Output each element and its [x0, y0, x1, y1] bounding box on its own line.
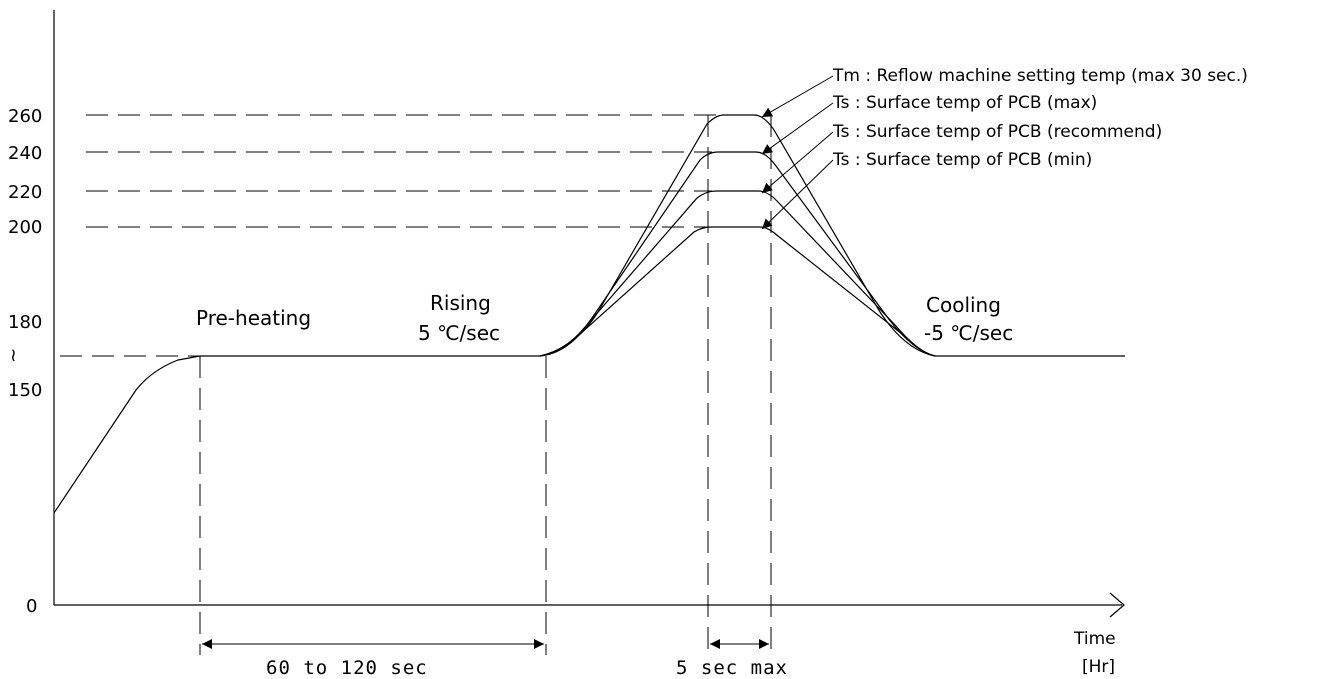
legend-tm: Tm : Reflow machine setting temp (max 30…: [832, 66, 1248, 86]
leader-line-ts-max: [761, 102, 834, 155]
y-tick-150: 150: [8, 380, 42, 401]
y-tick-0: 0: [26, 596, 37, 617]
legend-ts-recommend: Ts : Surface temp of PCB (recommend): [832, 122, 1162, 142]
profile-curve-240: [539, 151, 936, 357]
phase-preheat-label: Pre-heating: [196, 306, 311, 330]
legend-ts-max: Ts : Surface temp of PCB (max): [832, 93, 1097, 113]
x-axis-arrow: [1109, 592, 1125, 618]
leader-line-ts-recommend: [761, 131, 834, 194]
phase-rising-title: Rising: [430, 291, 491, 315]
leader-line-ts-min: [761, 159, 834, 230]
leader-line-tm: [761, 75, 834, 118]
profile-curve-220: [539, 190, 936, 357]
y-tick-240: 240: [8, 143, 42, 164]
legend-ts-min: Ts : Surface temp of PCB (min): [832, 150, 1092, 170]
phase-cooling-title: Cooling: [926, 293, 1001, 317]
y-tick-220: 220: [8, 182, 42, 203]
y-tick-200: 200: [8, 217, 42, 238]
duration-peak-label: 5 sec max: [676, 657, 788, 679]
y-tick-180: 180: [8, 312, 42, 333]
x-axis-label: Time: [1073, 629, 1116, 649]
y-tick-260: 260: [8, 106, 42, 127]
x-axis-unit: [Hr]: [1082, 657, 1115, 677]
duration-preheat-label: 60 to 120 sec: [266, 657, 428, 679]
phase-rising-rate: 5 ℃/sec: [418, 321, 500, 345]
profile-curve-200: [539, 226, 936, 357]
phase-cooling-rate: -5 ℃/sec: [924, 321, 1013, 345]
axis-break-mark: ≀: [10, 345, 17, 366]
